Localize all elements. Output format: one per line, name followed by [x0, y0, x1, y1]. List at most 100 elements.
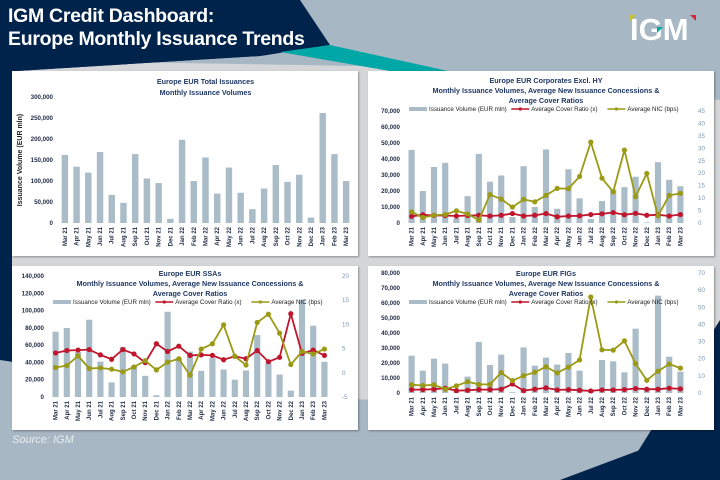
- point-nic: [53, 364, 59, 371]
- x-tick-label: Feb 22: [192, 226, 198, 246]
- chart-title-line: Europe EUR SSAs: [159, 269, 222, 278]
- x-tick-label: Sep 21: [477, 396, 483, 416]
- point-cover-ratio: [120, 346, 126, 353]
- bar-sep-21: [475, 342, 482, 393]
- bar-aug-21: [464, 376, 471, 393]
- x-tick-label: Feb 23: [667, 226, 673, 246]
- point-cover-ratio: [666, 385, 672, 391]
- bar-dec-21: [509, 392, 516, 393]
- x-tick-label: May 22: [566, 396, 572, 417]
- x-tick-label: Feb 23: [332, 226, 338, 246]
- y-tick-label: 80,000: [381, 270, 400, 277]
- point-nic: [75, 353, 81, 359]
- bar-aug-21: [464, 196, 471, 223]
- point-cover-ratio: [644, 386, 650, 392]
- point-nic: [621, 338, 627, 344]
- point-cover-ratio: [498, 212, 504, 218]
- logo-accent-teal-icon: [657, 27, 663, 33]
- chart-title-line: Europe EUR Corporates Excl. HY: [489, 76, 602, 85]
- x-tick-label: Apr 22: [555, 226, 561, 245]
- x-tick-label: Feb 22: [533, 396, 539, 416]
- x-tick-label: Sep 21: [133, 226, 139, 246]
- y-tick-label: 80,000: [25, 325, 44, 332]
- point-cover-ratio: [53, 350, 59, 356]
- point-cover-ratio: [498, 386, 504, 392]
- x-tick-label: Jul 21: [454, 396, 460, 414]
- point-cover-ratio: [465, 387, 471, 393]
- y-tick-label: 300,000: [31, 94, 54, 101]
- bar-mar-21: [61, 154, 69, 223]
- x-tick-label: Oct 21: [488, 396, 494, 415]
- point-nic: [498, 370, 504, 376]
- bar-jan-23: [654, 295, 662, 393]
- y-tick-label: 40,000: [381, 330, 400, 337]
- point-cover-ratio: [453, 213, 459, 219]
- x-tick-label: Sep 22: [611, 226, 617, 246]
- bar-jan-23: [319, 112, 326, 223]
- x-tick-label: Jan 23: [300, 400, 306, 419]
- legend-label: Average NIC (bps): [627, 106, 678, 113]
- point-nic: [299, 348, 305, 355]
- x-tick-label: Dec 22: [645, 396, 651, 416]
- y2-tick-label: 20: [342, 273, 349, 280]
- dashboard-title: IGM Credit Dashboard: Europe Monthly Iss…: [8, 5, 305, 51]
- x-tick-label: Nov 21: [499, 226, 505, 246]
- bar-jun-22: [576, 370, 583, 393]
- bar-may-22: [225, 167, 233, 223]
- y2-tick-label: 60: [698, 287, 705, 294]
- y-tick-label: 0: [50, 220, 54, 227]
- point-nic: [588, 139, 594, 145]
- bar-apr-21: [419, 370, 426, 393]
- x-tick-label: Apr 21: [75, 226, 81, 245]
- y2-tick-label: 20: [698, 356, 705, 363]
- x-tick-label: Nov 21: [499, 396, 505, 416]
- point-cover-ratio: [677, 386, 683, 392]
- point-nic: [409, 382, 415, 388]
- y2-tick-label: 0: [698, 390, 702, 397]
- bar-jun-21: [96, 152, 104, 223]
- point-cover-ratio: [509, 210, 515, 217]
- bar-mar-22: [542, 149, 550, 223]
- bar-jan-23: [298, 299, 306, 397]
- bar-sep-22: [610, 189, 617, 223]
- legend-swatch-marker: [614, 300, 618, 304]
- y-tick-label: 30,000: [381, 172, 400, 179]
- bar-may-21: [430, 358, 438, 393]
- point-nic: [554, 370, 560, 376]
- bar-dec-22: [287, 390, 294, 397]
- x-tick-label: Feb 22: [533, 226, 539, 246]
- point-cover-ratio: [577, 213, 583, 219]
- x-tick-label: Mar 21: [63, 226, 69, 246]
- y2-tick-label: 5: [342, 346, 346, 353]
- y2-tick-label: 20: [698, 170, 705, 177]
- y-tick-label: 0: [397, 390, 401, 397]
- bar-nov-22: [296, 174, 303, 223]
- x-tick-label: Oct 22: [622, 396, 628, 415]
- bar-feb-22: [531, 365, 538, 393]
- point-nic: [565, 364, 571, 370]
- point-cover-ratio: [453, 388, 459, 394]
- x-tick-label: Jun 21: [87, 400, 93, 420]
- x-tick-label: Jan 23: [656, 396, 662, 415]
- point-nic: [487, 192, 493, 198]
- bar-oct-21: [486, 181, 494, 223]
- bar-feb-23: [331, 154, 338, 223]
- point-cover-ratio: [565, 386, 571, 393]
- point-nic: [599, 347, 605, 353]
- point-nic: [633, 361, 639, 367]
- y-tick-label: 60,000: [25, 342, 44, 349]
- bar-aug-22: [242, 370, 250, 397]
- bar-nov-21: [155, 183, 162, 223]
- point-cover-ratio: [476, 386, 482, 393]
- point-nic: [277, 330, 283, 336]
- x-tick-label: May 21: [432, 396, 438, 417]
- legend-swatch-marker: [162, 300, 166, 304]
- bar-sep-21: [131, 154, 139, 223]
- point-nic: [221, 322, 227, 328]
- legend-label: Issuance Volume (EUR mln): [73, 299, 151, 306]
- bar-apr-22: [198, 370, 205, 397]
- y-tick-label: 100,000: [22, 308, 45, 315]
- x-tick-label: Jul 22: [589, 226, 595, 244]
- y-tick-label: 50,000: [381, 140, 400, 147]
